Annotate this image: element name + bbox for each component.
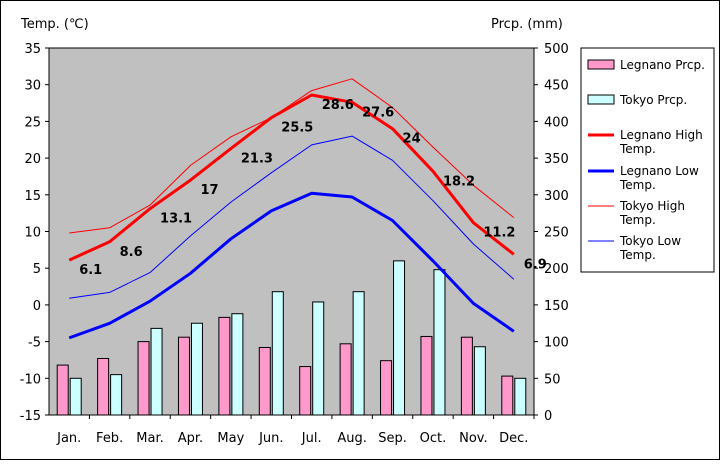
bar-tokyo-prcp-10 bbox=[473, 346, 486, 416]
x-tick-label-1: Feb. bbox=[96, 431, 123, 446]
bar-tokyo-prcp-0 bbox=[69, 377, 82, 416]
bar-legnano-prcp-4 bbox=[218, 316, 231, 416]
y-left-tick-label-9: -10 bbox=[20, 372, 41, 387]
y-right-axis-title: Prcp. (mm) bbox=[491, 17, 563, 32]
data-label-9: 18.2 bbox=[443, 174, 475, 189]
y-left-tick-label-6: 5 bbox=[33, 262, 41, 277]
bar-tokyo-prcp-3 bbox=[190, 322, 203, 416]
bar-tokyo-prcp-1 bbox=[110, 374, 123, 416]
x-tick-label-0: Jan. bbox=[56, 431, 81, 446]
legend-swatch-tokyo-prcp bbox=[587, 94, 615, 105]
y-right-tick-label-3: 350 bbox=[544, 152, 569, 167]
y-right-tick-label-7: 150 bbox=[544, 299, 569, 314]
bar-tokyo-prcp-6 bbox=[312, 301, 325, 416]
x-tick-label-2: Mar. bbox=[136, 431, 163, 446]
bar-tokyo-prcp-8 bbox=[393, 260, 406, 416]
data-label-11: 6.9 bbox=[524, 257, 547, 272]
data-label-7: 27.6 bbox=[362, 105, 394, 120]
x-tick-label-8: Sep. bbox=[378, 431, 407, 446]
bar-tokyo-prcp-4 bbox=[231, 313, 244, 416]
bar-legnano-prcp-5 bbox=[258, 346, 271, 416]
y-right-tick-label-9: 50 bbox=[544, 372, 561, 387]
y-right-tick-label-0: 500 bbox=[544, 42, 569, 57]
plot-area bbox=[48, 47, 535, 416]
x-tick-label-5: Jun. bbox=[258, 431, 283, 446]
data-label-1: 8.6 bbox=[120, 245, 143, 260]
legend-swatch-legnano-prcp bbox=[587, 59, 615, 70]
data-label-0: 6.1 bbox=[79, 263, 102, 278]
legend-label-tokyo-prcp: Tokyo Prcp. bbox=[619, 93, 687, 107]
y-left-tick-label-8: -5 bbox=[28, 336, 41, 351]
x-tick-label-3: Apr. bbox=[178, 431, 203, 446]
y-left-tick-label-5: 10 bbox=[24, 226, 41, 241]
bar-tokyo-prcp-5 bbox=[271, 291, 284, 416]
bar-legnano-prcp-8 bbox=[380, 360, 393, 416]
legend: Legnano Prcp. Tokyo Prcp. Legnano High Temp… bbox=[580, 47, 715, 273]
y-right-tick-label-2: 400 bbox=[544, 115, 569, 130]
bar-legnano-prcp-1 bbox=[97, 357, 110, 416]
x-tick-label-6: Jul. bbox=[301, 431, 322, 446]
y-right-tick-label-6: 200 bbox=[544, 262, 569, 277]
bar-tokyo-prcp-11 bbox=[514, 377, 527, 416]
bar-legnano-prcp-2 bbox=[137, 341, 150, 416]
x-tick-label-7: Aug. bbox=[337, 431, 367, 446]
data-label-4: 21.3 bbox=[241, 152, 273, 167]
bar-legnano-prcp-7 bbox=[339, 343, 352, 416]
data-label-2: 13.1 bbox=[160, 212, 192, 227]
x-tick-label-10: Nov. bbox=[459, 431, 488, 446]
y-right-tick-label-1: 450 bbox=[544, 79, 569, 94]
bar-legnano-prcp-0 bbox=[56, 364, 69, 416]
bar-tokyo-prcp-9 bbox=[433, 269, 446, 416]
y-left-tick-label-10: -15 bbox=[20, 409, 41, 424]
y-left-axis-title: Temp. (℃) bbox=[20, 17, 89, 32]
data-label-8: 24 bbox=[403, 132, 421, 147]
legend-label-legnano-prcp: Legnano Prcp. bbox=[620, 58, 705, 72]
y-left-tick-label-2: 25 bbox=[24, 115, 41, 130]
legend-box bbox=[580, 47, 715, 273]
bar-legnano-prcp-9 bbox=[420, 335, 433, 416]
y-left-tick-label-0: 35 bbox=[24, 42, 41, 57]
bar-tokyo-prcp-7 bbox=[352, 291, 365, 416]
line-legnano-low-temp bbox=[68, 191, 515, 340]
bar-legnano-prcp-10 bbox=[460, 336, 473, 416]
y-right-tick-label-10: 0 bbox=[544, 409, 552, 424]
legend-label-legnano-low-temp: Legnano Low Temp. bbox=[619, 164, 699, 192]
data-label-5: 25.5 bbox=[281, 121, 313, 136]
bar-legnano-prcp-6 bbox=[299, 366, 312, 416]
y-right-tick-label-5: 250 bbox=[544, 226, 569, 241]
y-left-tick-label-3: 20 bbox=[24, 152, 41, 167]
x-tick-label-4: May bbox=[217, 431, 244, 446]
line-legnano-high-temp bbox=[68, 93, 515, 262]
data-label-3: 17 bbox=[200, 183, 218, 198]
legend-label-tokyo-low-temp: Tokyo Low Temp. bbox=[619, 234, 681, 262]
legend-label-legnano-high-temp: Legnano High Temp. bbox=[619, 128, 703, 156]
x-tick-label-9: Oct. bbox=[420, 431, 447, 446]
bar-legnano-prcp-11 bbox=[501, 375, 514, 416]
y-left-tick-label-4: 15 bbox=[24, 189, 41, 204]
legend-label-tokyo-high-temp: Tokyo High Temp. bbox=[619, 199, 685, 227]
x-tick-label-11: Dec. bbox=[499, 431, 528, 446]
line-tokyo-high-temp bbox=[69, 78, 515, 234]
line-tokyo-low-temp bbox=[69, 135, 515, 299]
y-right-tick-label-4: 300 bbox=[544, 189, 569, 204]
y-left-tick-label-1: 30 bbox=[24, 79, 41, 94]
y-left-tick-label-7: 0 bbox=[33, 299, 41, 314]
bar-tokyo-prcp-2 bbox=[150, 327, 163, 416]
y-right-tick-label-8: 100 bbox=[544, 336, 569, 351]
data-label-10: 11.2 bbox=[483, 226, 515, 241]
bar-legnano-prcp-3 bbox=[177, 336, 190, 416]
data-label-6: 28.6 bbox=[322, 98, 354, 113]
